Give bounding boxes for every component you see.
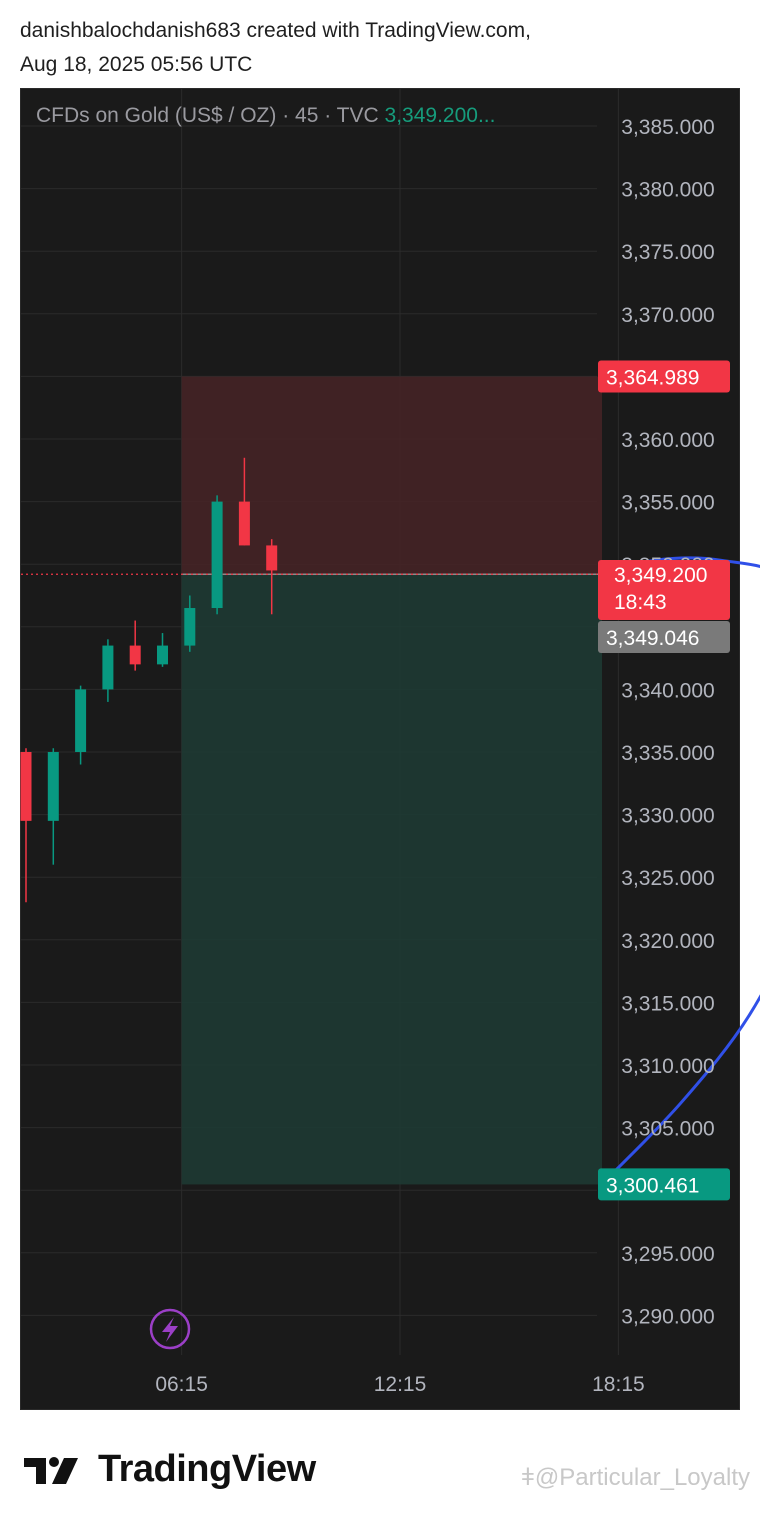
x-tick-label: 06:15 [155, 1373, 208, 1396]
take-profit-zone [181, 574, 603, 1185]
last-price-label: 3,349.200 [614, 564, 707, 587]
caption-author-line: danishbalochdanish683 created with Tradi… [20, 19, 531, 42]
candle-body [157, 645, 168, 665]
y-tick-label: 3,320.000 [621, 930, 714, 953]
last-price-label-bg [598, 560, 730, 620]
y-tick-label: 3,375.000 [621, 241, 714, 264]
stop-price-label-bg [598, 360, 730, 393]
y-tick-label: 3,360.000 [621, 429, 714, 452]
watermark: ǂ@Particular_Loyalty [520, 1464, 750, 1491]
candle-body [238, 501, 250, 546]
caption-date-line: Aug 18, 2025 05:56 UTC [20, 53, 253, 76]
header-price: 3,349.200... [384, 104, 496, 127]
projection-curve [600, 556, 760, 1186]
bid-price-label-bg [598, 621, 730, 653]
target-price-label: 3,300.461 [606, 1174, 699, 1197]
bid-price-label: 3,349.046 [606, 627, 699, 650]
candle-body [266, 545, 278, 571]
y-tick-label: 3,290.000 [621, 1305, 714, 1328]
y-tick-label: 3,325.000 [621, 867, 714, 890]
stop-price-label: 3,364.989 [606, 367, 699, 390]
symbol-header: CFDs on Gold (US$ / OZ) · 45 · TVC 3,349… [36, 104, 495, 128]
y-tick-label: 3,315.000 [621, 992, 714, 1015]
y-tick-label: 3,385.000 [621, 116, 714, 139]
x-tick-label: 12:15 [374, 1373, 427, 1396]
tradingview-brand: TradingView [22, 1448, 316, 1491]
candle-body [102, 645, 114, 690]
stop-loss-zone [181, 376, 603, 575]
y-tick-label: 3,380.000 [621, 179, 714, 202]
y-tick-label: 3,340.000 [621, 679, 714, 702]
x-tick-label: 18:15 [592, 1373, 645, 1396]
candle-body [47, 752, 59, 821]
tradingview-logo-icon [24, 1456, 78, 1484]
lightning-icon [162, 1317, 178, 1342]
y-tick-label: 3,355.000 [621, 492, 714, 515]
y-tick-label: 3,305.000 [621, 1118, 714, 1141]
chart-caption: danishbalochdanish683 created with Tradi… [20, 14, 531, 82]
target-price-label-bg [598, 1168, 730, 1201]
y-tick-label: 3,295.000 [621, 1243, 714, 1266]
candle-body [211, 501, 223, 609]
bar-countdown-label: 18:43 [614, 591, 667, 614]
symbol-title: CFDs on Gold (US$ / OZ) · 45 · TVC [36, 104, 379, 127]
y-tick-label: 3,310.000 [621, 1055, 714, 1078]
lightning-icon-ring [149, 1308, 191, 1350]
y-tick-label: 3,370.000 [621, 304, 714, 327]
y-tick-label: 3,335.000 [621, 742, 714, 765]
candle-body [129, 645, 141, 665]
candle-body [75, 689, 87, 752]
candle-body [20, 752, 32, 821]
candle-body [184, 608, 196, 646]
brand-name: TradingView [98, 1448, 316, 1490]
y-tick-label: 3,330.000 [621, 805, 714, 828]
